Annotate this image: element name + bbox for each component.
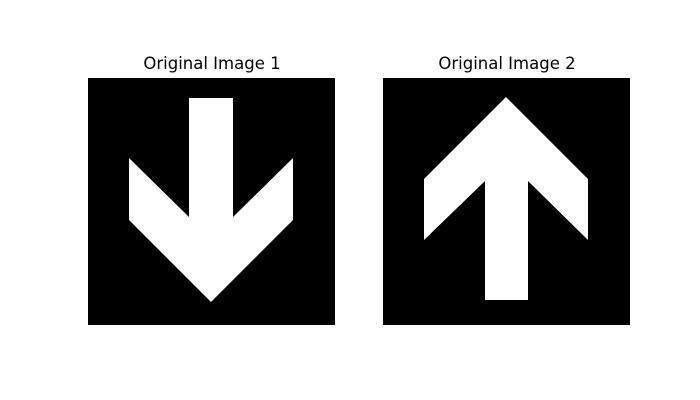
panel-title: Original Image 2 xyxy=(438,54,576,73)
arrow-down-icon xyxy=(129,98,293,302)
original-image-2 xyxy=(383,78,630,325)
original-image-1 xyxy=(88,78,335,325)
arrow-up-icon xyxy=(424,97,588,300)
image-panel-2: Original Image 2 xyxy=(383,52,631,325)
panel-title: Original Image 1 xyxy=(143,54,281,73)
image-panel-1: Original Image 1 xyxy=(88,52,336,325)
